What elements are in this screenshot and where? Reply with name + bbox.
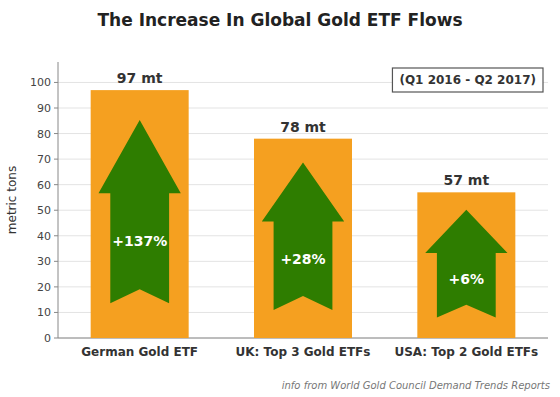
category-label: German Gold ETF — [81, 345, 198, 359]
data-label: 78 mt — [280, 119, 326, 135]
tick-mark — [54, 312, 58, 313]
tick-mark — [54, 108, 58, 109]
bar — [254, 139, 352, 338]
tick-mark — [54, 261, 58, 262]
arrows — [99, 120, 508, 318]
bars — [91, 90, 516, 338]
bar — [417, 192, 515, 338]
tick-label: 20 — [37, 281, 51, 294]
tick-mark — [54, 133, 58, 134]
arrow — [425, 210, 507, 318]
y-axis — [58, 62, 59, 338]
arrow — [99, 120, 181, 303]
tick-mark — [54, 210, 58, 211]
arrow — [262, 163, 344, 311]
tick-mark — [54, 82, 58, 83]
tick-label: 60 — [37, 179, 51, 192]
title: The Increase In Global Gold ETF Flows — [97, 10, 462, 30]
tick-label: 0 — [44, 332, 51, 345]
category-label: USA: Top 2 Gold ETFs — [394, 345, 538, 359]
subtitle: (Q1 2016 - Q2 2017) — [399, 73, 536, 87]
tick-mark — [54, 338, 58, 339]
chart: The Increase In Global Gold ETF Flows 0 10… — [0, 0, 560, 397]
tick-label: 100 — [30, 76, 51, 89]
bar — [91, 90, 189, 338]
tick-label: 80 — [37, 128, 51, 141]
data-label: 57 mt — [444, 172, 490, 188]
data-label: 97 mt — [117, 70, 163, 86]
tick-label: 70 — [37, 153, 51, 166]
annotation: +6% — [449, 271, 485, 287]
tick-mark — [54, 286, 58, 287]
tick-mark — [54, 159, 58, 160]
tick-label: 40 — [37, 230, 51, 243]
annotation: +28% — [280, 251, 325, 267]
tick-label: 10 — [37, 306, 51, 319]
grid — [58, 82, 548, 338]
tick-label: 30 — [37, 255, 51, 268]
tick-mark — [54, 235, 58, 236]
subtitle-box — [392, 68, 543, 92]
annotation: +137% — [112, 233, 167, 249]
axis-label: metric tons — [5, 166, 19, 234]
tick-label: 90 — [37, 102, 51, 115]
category-label: UK: Top 3 Gold ETFs — [236, 345, 371, 359]
tick-mark — [54, 184, 58, 185]
footnote: info from World Gold Council Demand Tren… — [282, 380, 550, 391]
tick-label: 50 — [37, 204, 51, 217]
